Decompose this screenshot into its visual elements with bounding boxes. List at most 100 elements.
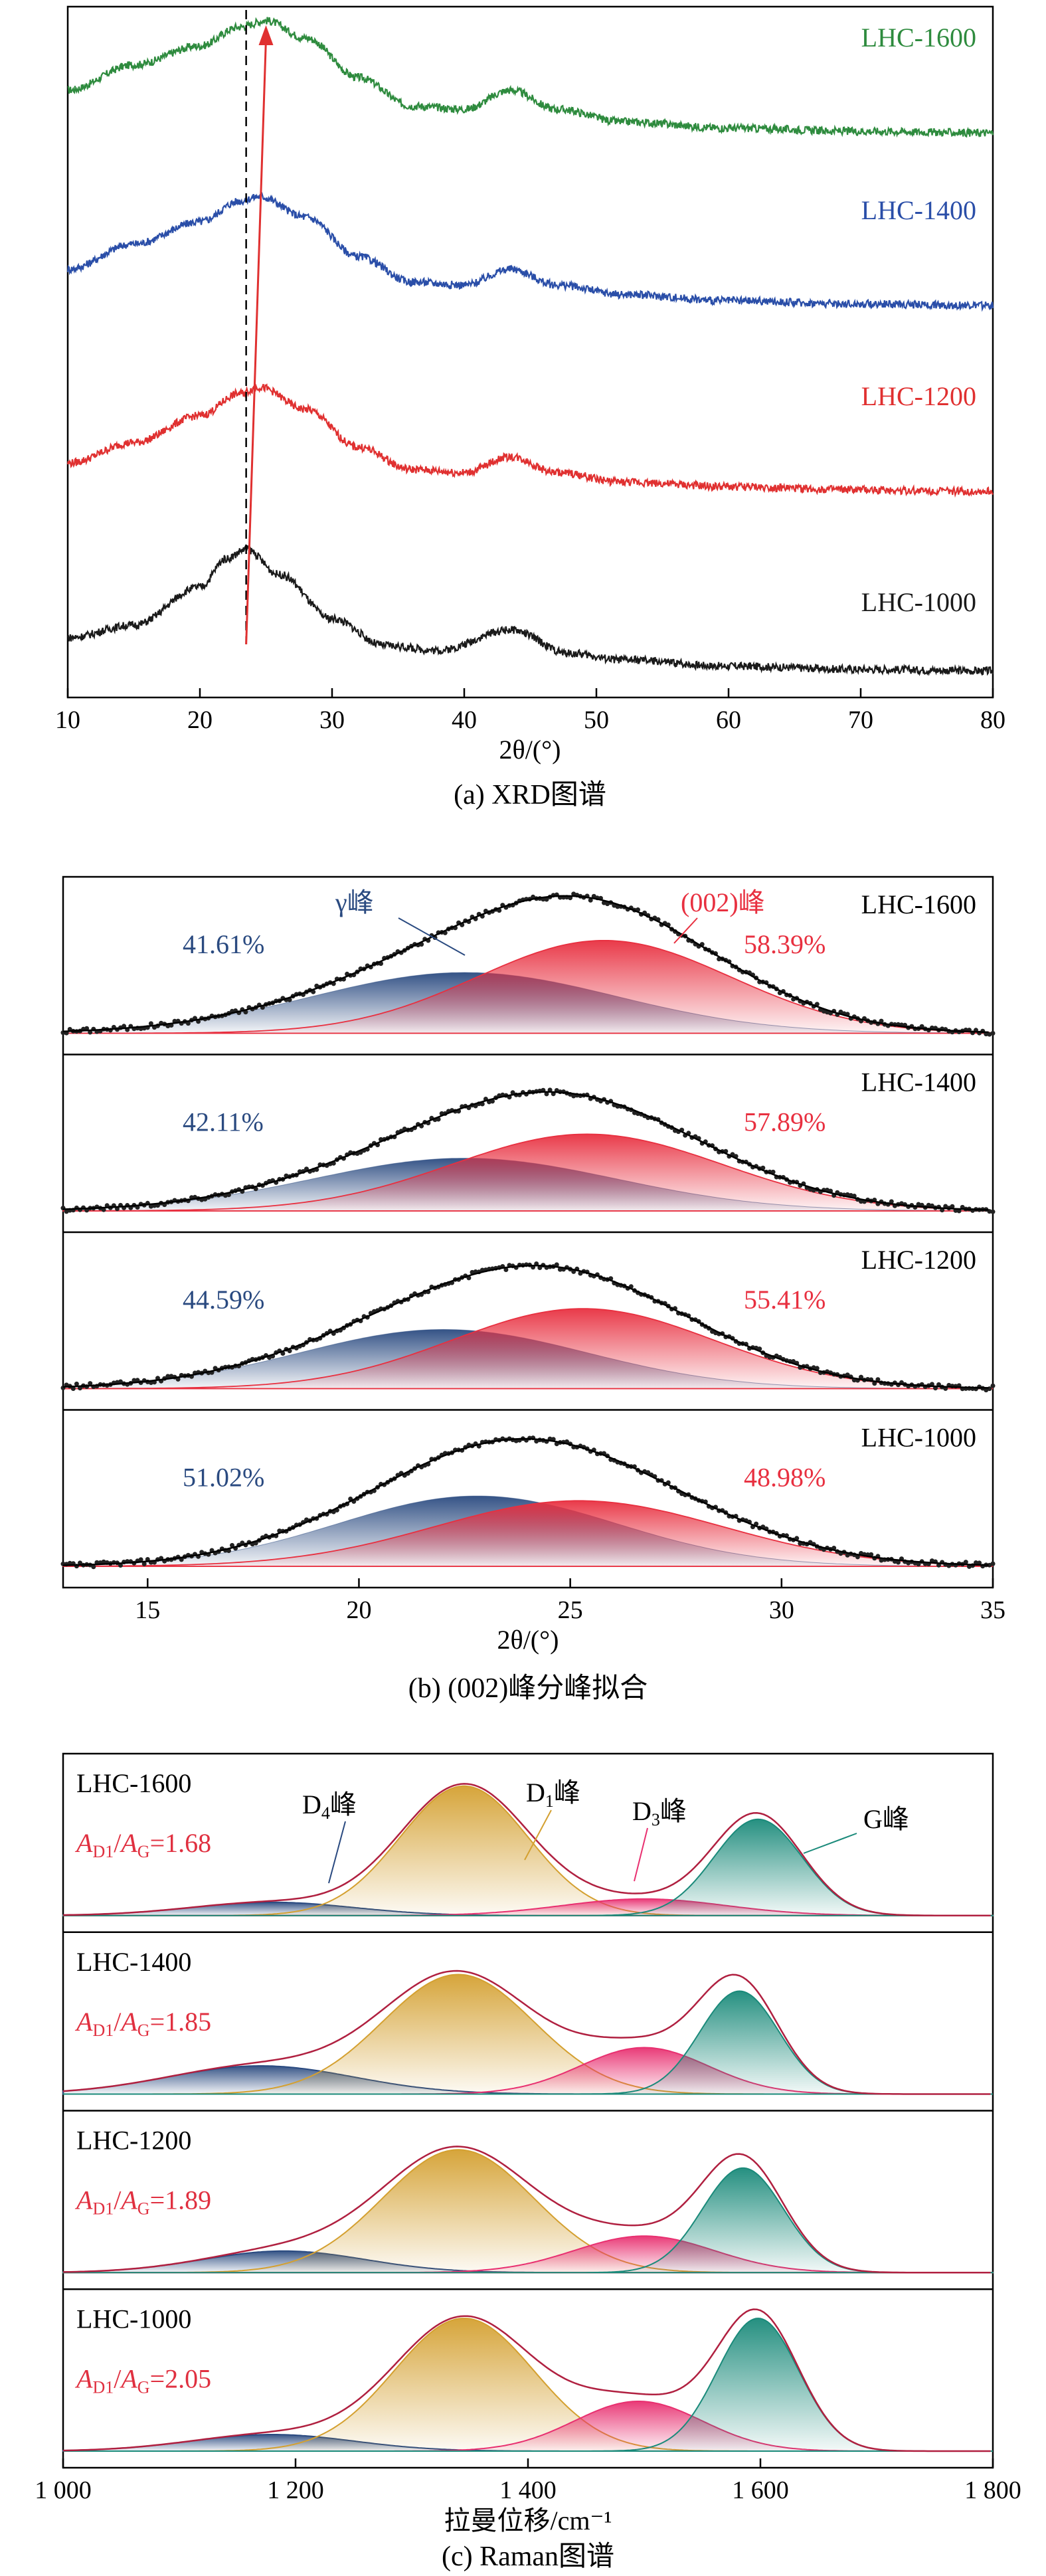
ratio-value: =1.68 xyxy=(150,1828,212,1858)
fit-002-x-axis-label: 2θ/(°) xyxy=(497,1625,559,1655)
xrd-curve-lhc-1600 xyxy=(67,17,994,138)
p002-peak-area xyxy=(63,940,994,1034)
xrd-plot-frame xyxy=(66,5,994,699)
raman-x-tick-label: 1 000 xyxy=(35,2476,92,2504)
fit-002-x-tick-label: 35 xyxy=(980,1596,1005,1624)
fit-002-x-tick-label: 20 xyxy=(346,1596,371,1624)
xrd-x-tick-label: 40 xyxy=(452,706,477,734)
gamma-annotation-leader xyxy=(398,917,466,956)
raw-data-point xyxy=(503,1267,509,1272)
raw-data-point xyxy=(88,1381,93,1386)
raw-data-point xyxy=(990,1209,996,1214)
ratio-a-symbol: A xyxy=(119,2007,137,2037)
raman-ratio-label: AD1/AG=2.05 xyxy=(74,2363,211,2397)
xrd-panel: 10 20 30 40 50 60 70 80 LHC-1600 LHC-1400 LHC-120… xyxy=(55,5,1005,810)
raw-data-point xyxy=(138,1557,143,1562)
raw-data-point xyxy=(963,1560,968,1565)
fit-curve xyxy=(62,895,989,1034)
fit-curve xyxy=(62,1437,989,1566)
raw-data-point xyxy=(148,1021,153,1026)
raman-ratio-label: AD1/AG=1.85 xyxy=(74,2007,211,2040)
raw-data-point xyxy=(230,1542,234,1548)
raw-data-point xyxy=(879,1018,884,1024)
raw-data-point xyxy=(845,1372,850,1378)
xrd-label-lhc-1200: LHC-1200 xyxy=(861,381,976,411)
gamma-percentage: 44.59% xyxy=(183,1285,264,1315)
raman-ratio-label: AD1/AG=1.89 xyxy=(74,2185,211,2219)
raw-data-point xyxy=(990,1561,996,1566)
fit-002-caption: (b) (002)峰分峰拟合 xyxy=(408,1673,648,1704)
raman-leader-d1 xyxy=(524,1809,552,1861)
ratio-value: =1.89 xyxy=(150,2185,212,2215)
raw-data-point xyxy=(253,1186,258,1192)
gamma-peak-annotation: γ峰 xyxy=(335,887,374,917)
ratio-slash: / xyxy=(114,1828,122,1858)
ratio-a-symbol: A xyxy=(74,2007,93,2037)
peak-letter: G xyxy=(863,1804,883,1834)
raw-data-point xyxy=(91,1564,96,1570)
raw-data-point xyxy=(875,1377,881,1382)
ratio-g-subscript: G xyxy=(137,2021,150,2040)
ratio-slash: / xyxy=(114,2007,122,2037)
raw-data-point xyxy=(855,1554,860,1560)
ratio-value: =1.85 xyxy=(150,2007,212,2037)
fit-002-x-tick-label: 30 xyxy=(769,1596,794,1624)
raman-peak-label-d3: D3峰 xyxy=(632,1796,687,1829)
xrd-x-tick-label: 30 xyxy=(319,706,345,734)
raw-data-point xyxy=(84,1026,90,1031)
raman-leader-d4 xyxy=(328,1821,346,1884)
ratio-d1-subscript: D1 xyxy=(92,2199,114,2219)
raman-fit-curve xyxy=(62,2146,991,2274)
xrd-x-tick-label: 80 xyxy=(980,706,1005,734)
raw-data-point xyxy=(185,1021,191,1026)
xrd-caption: (a) XRD图谱 xyxy=(454,780,606,810)
peak-suffix: 峰 xyxy=(330,1790,357,1819)
xrd-shift-arrow xyxy=(245,38,267,645)
p002-annotation-leader xyxy=(673,917,698,944)
raman-caption: (c) Raman图谱 xyxy=(442,2541,614,2572)
peak-subscript: 3 xyxy=(652,1810,660,1829)
raw-data-point xyxy=(67,1560,72,1566)
raw-data-point xyxy=(510,1090,515,1095)
fit-002-panel: LHC-1600 41.61% 58.39% γ峰 (002)峰 LHC-1400 42.1… xyxy=(60,875,1005,1704)
p002-percentage: 58.39% xyxy=(744,929,826,959)
raw-data-point xyxy=(101,1207,106,1212)
ratio-slash: / xyxy=(114,2363,122,2393)
raman-leader-d3 xyxy=(634,1827,648,1882)
raw-data-point xyxy=(544,1091,549,1097)
gamma-percentage: 42.11% xyxy=(183,1107,264,1137)
xrd-curve-lhc-1400 xyxy=(66,192,994,312)
peak-suffix: 峰 xyxy=(660,1796,687,1826)
xrd-curve-lhc-1000 xyxy=(67,543,994,676)
xrd-label-lhc-1600: LHC-1600 xyxy=(861,23,976,52)
raman-fit-curve xyxy=(62,1970,991,2095)
p002-percentage: 55.41% xyxy=(744,1285,826,1315)
gamma-percentage: 41.61% xyxy=(183,929,264,959)
ratio-a-symbol: A xyxy=(74,1828,93,1858)
raman-fit-curve xyxy=(62,2308,991,2452)
ratio-a-symbol: A xyxy=(119,2363,137,2393)
raw-data-point xyxy=(70,1386,76,1391)
xrd-label-lhc-1000: LHC-1000 xyxy=(861,587,976,617)
raman-x-tick-label: 1 200 xyxy=(267,2476,324,2504)
fit-002-subpanel-lhc-1200: LHC-1200 44.59% 55.41% xyxy=(60,1231,996,1393)
peak-subscript: 4 xyxy=(321,1803,330,1823)
raw-data-point xyxy=(950,1204,955,1209)
raman-peak-label-d1: D1峰 xyxy=(526,1778,580,1811)
fit-002-x-tick-label: 25 xyxy=(558,1596,583,1624)
raw-data-point xyxy=(131,1378,137,1383)
raman-leader-g xyxy=(803,1833,857,1854)
xrd-x-tick-label: 70 xyxy=(848,706,873,734)
xrd-curves xyxy=(66,10,994,676)
xrd-x-tick-label: 60 xyxy=(716,706,741,734)
fit-002-subpanels: LHC-1600 41.61% 58.39% γ峰 (002)峰 LHC-1400 42.1… xyxy=(60,887,996,1570)
ratio-g-subscript: G xyxy=(137,2199,150,2219)
raman-sample-label: LHC-1600 xyxy=(76,1768,191,1798)
peak-letter: D xyxy=(302,1790,321,1819)
raw-data-point xyxy=(554,1262,559,1267)
